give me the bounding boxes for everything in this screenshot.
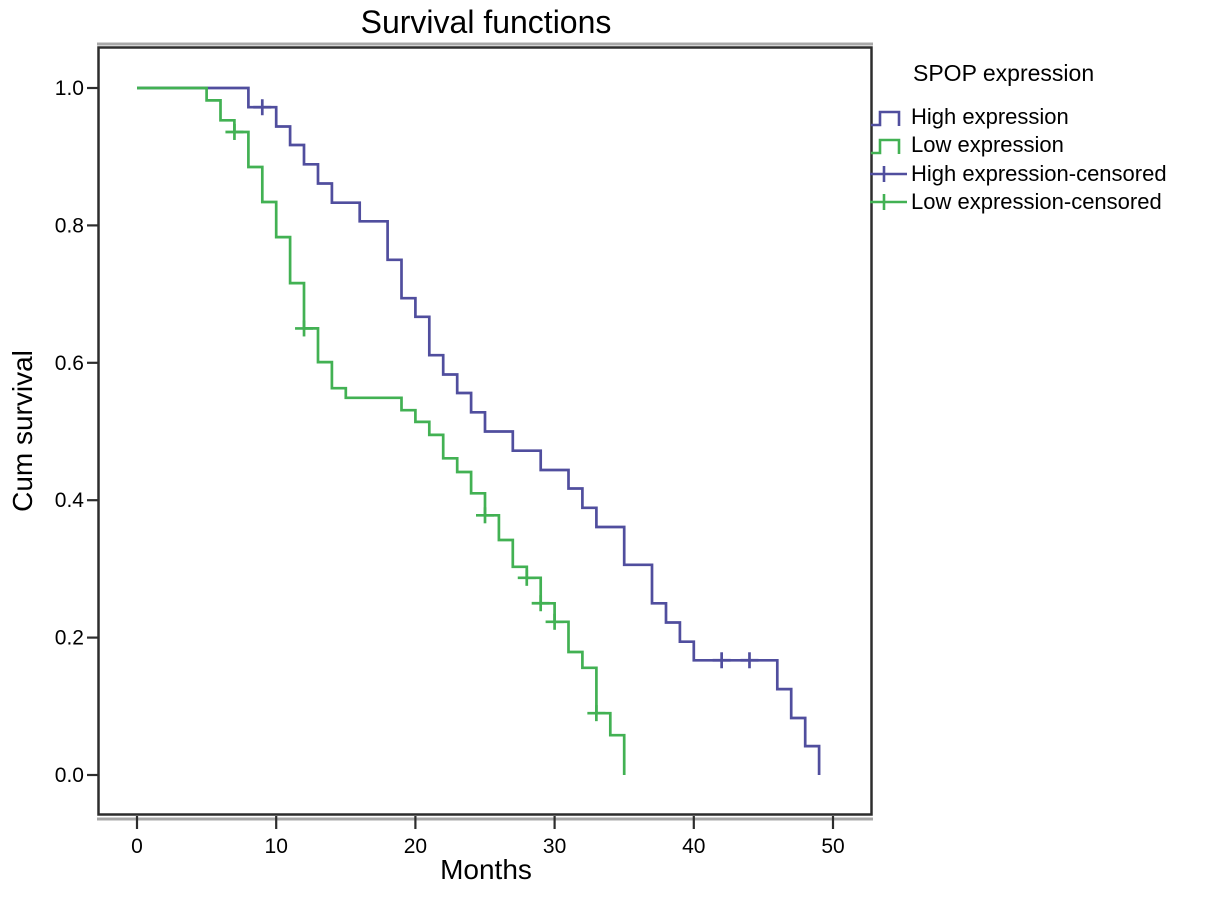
survival-curve-high-expression	[137, 86, 821, 775]
y-tick-label: 0.2	[55, 627, 84, 650]
x-axis-label: Months	[440, 854, 532, 885]
y-tick-label: 0.4	[55, 489, 85, 512]
y-tick-label: 0.0	[55, 764, 84, 787]
legend-item-label: Low expression-censored	[911, 189, 1162, 214]
axis-ticks: 0 10 20 30 40 50 0.0 0.2 0.4 0.6 0.8 1.0	[55, 77, 845, 858]
legend: High expression Low expression High expres…	[870, 104, 1167, 214]
x-tick-label: 40	[682, 835, 705, 858]
chart-title: Survival functions	[361, 4, 612, 40]
plot-frame	[97, 42, 873, 821]
y-axis-label: Cum survival	[7, 350, 38, 512]
legend-item-label: Low expression	[911, 132, 1064, 157]
legend-item-label: High expression	[911, 104, 1069, 129]
legend-key-step	[871, 138, 901, 155]
legend-key-step	[871, 110, 901, 127]
x-tick-label: 30	[543, 835, 566, 858]
y-tick-label: 0.6	[55, 352, 84, 375]
plot-frame-border	[97, 46, 873, 816]
legend-item-label: High expression-censored	[911, 161, 1167, 186]
x-tick-label: 0	[131, 835, 143, 858]
survival-curve-low-expression	[137, 86, 626, 775]
y-tick-label: 0.8	[55, 214, 84, 237]
survival-curves	[137, 86, 821, 775]
x-tick-label: 10	[265, 835, 288, 858]
y-tick-label: 1.0	[55, 77, 84, 100]
legend-title: SPOP expression	[913, 60, 1094, 86]
x-tick-label: 20	[404, 835, 427, 858]
x-tick-label: 50	[821, 835, 844, 858]
